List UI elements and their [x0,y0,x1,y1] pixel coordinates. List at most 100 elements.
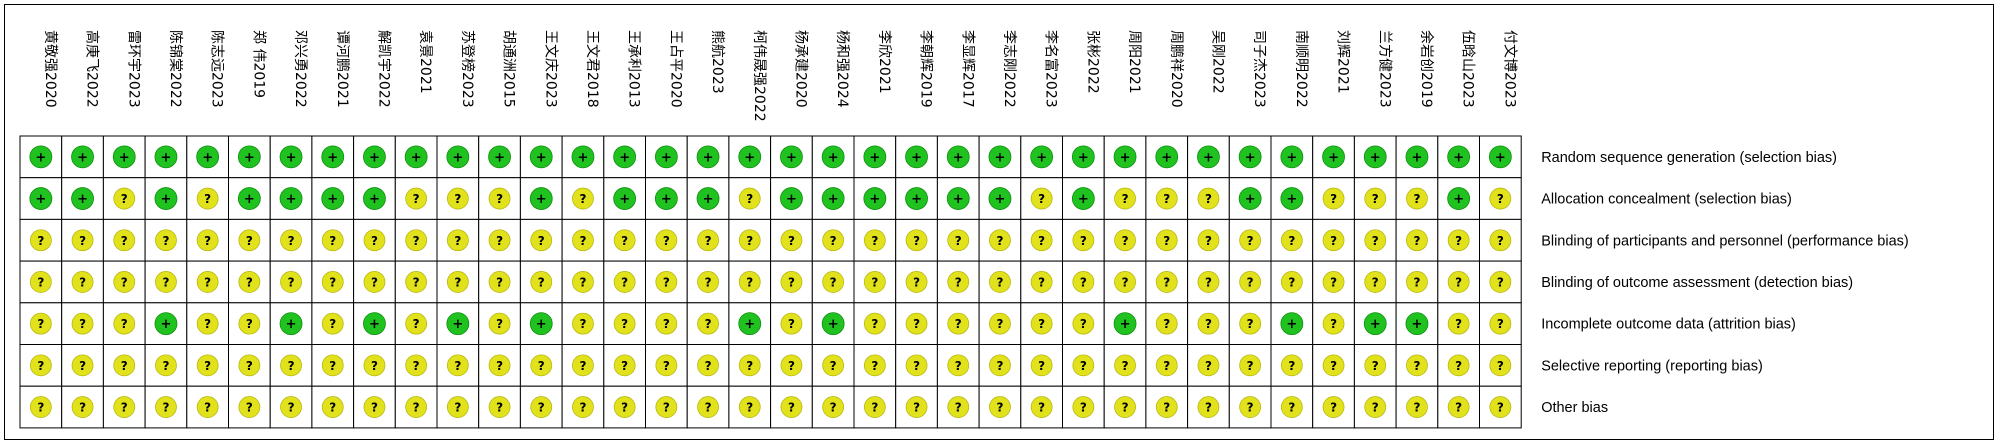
study-label: 杨承建2020 [792,30,808,108]
low-risk-marker [1405,312,1429,336]
question-symbol: ? [1163,317,1170,331]
question-symbol: ? [1163,401,1170,415]
unclear-risk-marker [1280,271,1303,293]
question-symbol: ? [1413,275,1420,289]
question-symbol: ? [496,401,503,415]
unclear-risk-marker [1406,354,1428,377]
low-risk-marker [1113,145,1137,169]
question-symbol: ? [1288,275,1295,289]
plus-symbol: + [160,150,171,165]
unclear-risk-marker [905,312,928,335]
unclear-risk-marker [488,354,511,377]
question-symbol: ? [955,401,962,415]
question-symbol: ? [1497,359,1504,373]
plus-symbol: + [244,150,255,165]
question-symbol: ? [1205,401,1212,415]
question-symbol: ? [663,317,670,331]
unclear-risk-marker [780,312,803,335]
unclear-risk-marker [1322,396,1345,418]
unclear-risk-marker [321,229,344,252]
study-label: 李志刚2022 [1001,30,1017,108]
question-symbol: ? [329,317,336,331]
unclear-risk-marker [989,229,1011,252]
plus-symbol: + [536,150,547,165]
question-symbol: ? [1247,401,1254,415]
question-symbol: ? [454,192,461,206]
plus-symbol: + [1078,150,1089,165]
question-symbol: ? [246,234,253,248]
question-symbol: ? [1122,192,1129,206]
question-symbol: ? [1163,234,1170,248]
study-label: 王占平2020 [667,30,683,108]
unclear-risk-marker [1030,312,1053,335]
unclear-risk-marker [1364,354,1387,377]
question-symbol: ? [204,401,211,415]
unclear-risk-marker [1155,187,1178,210]
unclear-risk-marker [989,271,1011,293]
unclear-risk-marker [488,271,511,293]
question-symbol: ? [37,359,44,373]
unclear-risk-marker [1155,271,1178,293]
question-symbol: ? [121,317,128,331]
unclear-risk-marker [238,229,261,252]
unclear-risk-marker [863,229,886,252]
unclear-risk-marker [822,271,845,293]
plus-symbol: + [661,150,672,165]
study-label: 余岩创2019 [1418,30,1435,108]
unclear-risk-marker [1239,354,1262,377]
low-risk-marker [1405,145,1429,169]
question-symbol: ? [913,359,920,373]
grid-cell [436,302,480,345]
unclear-risk-marker [947,396,970,418]
question-symbol: ? [1122,275,1129,289]
question-symbol: ? [1413,192,1420,206]
unclear-risk-marker [363,396,386,418]
question-symbol: ? [538,359,545,373]
low-risk-marker [446,145,470,169]
plus-symbol: + [577,150,588,165]
question-symbol: ? [830,275,837,289]
question-symbol: ? [788,401,795,415]
low-risk-marker [946,145,970,169]
unclear-risk-marker [155,396,177,418]
study-label: 周阳2021 [1126,30,1142,94]
unclear-risk-marker [655,229,678,252]
unclear-risk-marker [738,396,761,418]
unclear-risk-marker [155,271,177,293]
low-risk-marker [696,145,720,169]
question-symbol: ? [413,401,420,415]
question-symbol: ? [955,275,962,289]
question-symbol: ? [1455,401,1462,415]
unclear-risk-marker [1239,229,1262,252]
question-symbol: ? [329,275,336,289]
question-symbol: ? [746,192,753,206]
study-label: 谭河鹏2021 [334,30,350,108]
question-symbol: ? [79,317,86,331]
unclear-risk-marker [1489,187,1512,210]
question-symbol: ? [413,275,420,289]
unclear-risk-marker [947,229,970,252]
unclear-risk-marker [1447,354,1470,377]
question-symbol: ? [955,234,962,248]
low-risk-marker [529,145,553,169]
low-risk-marker [154,145,178,169]
question-symbol: ? [1163,275,1170,289]
plus-symbol: + [369,192,380,207]
question-symbol: ? [1205,359,1212,373]
study-label: 王文君2018 [584,30,600,108]
unclear-risk-marker [572,271,594,293]
unclear-risk-marker [738,354,761,377]
unclear-risk-marker [280,229,302,252]
question-symbol: ? [996,401,1003,415]
low-risk-marker [613,145,637,169]
unclear-risk-marker [1280,354,1303,377]
question-symbol: ? [538,234,545,248]
question-symbol: ? [1080,275,1087,289]
plus-symbol: + [369,150,380,165]
question-symbol: ? [1247,234,1254,248]
low-risk-marker [738,145,762,169]
question-symbol: ? [37,234,44,248]
unclear-risk-marker [1364,271,1387,293]
question-symbol: ? [746,275,753,289]
unclear-risk-marker [488,229,511,252]
